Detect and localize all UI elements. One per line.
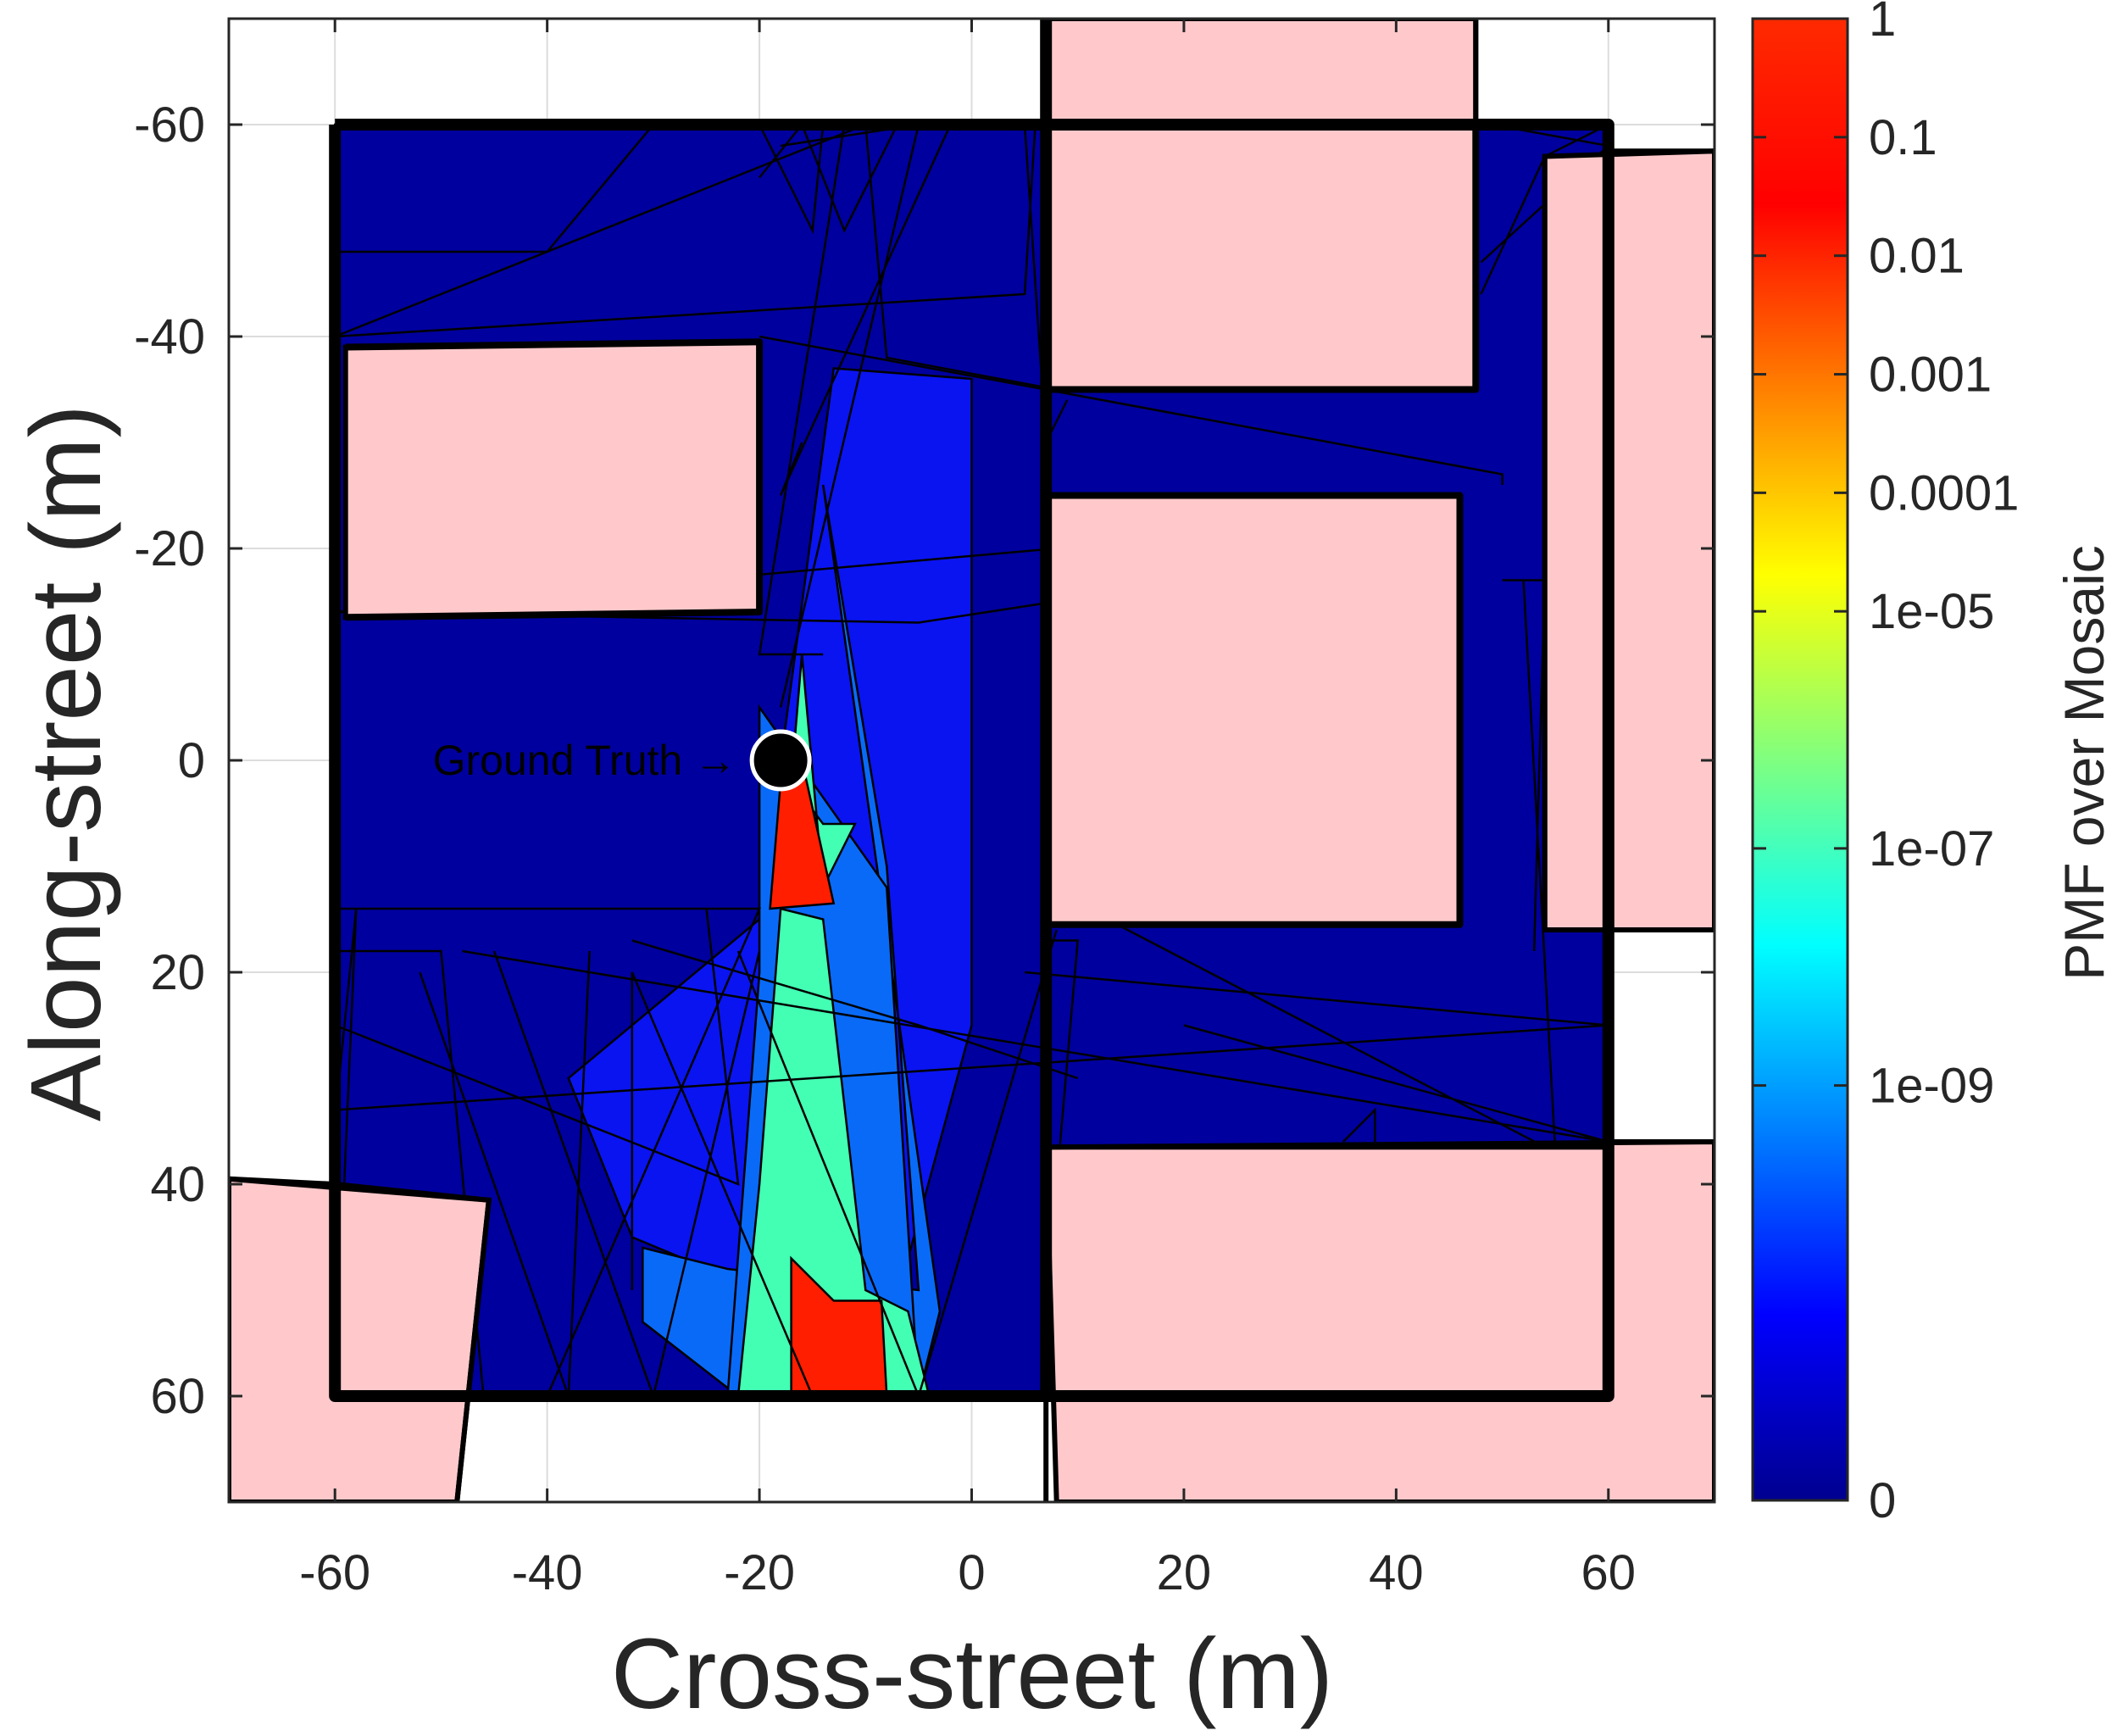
x-tick-label: -60	[299, 1545, 370, 1600]
ground-truth-marker	[749, 729, 812, 792]
colorbar-tick-label: 1e-07	[1869, 821, 1994, 876]
y-tick-label: 60	[150, 1369, 205, 1424]
street-outline	[1046, 492, 1464, 928]
street-outline	[334, 1182, 492, 1502]
colorbar-tick-label: 0	[1869, 1473, 1896, 1528]
mosaic-edge	[631, 939, 1079, 1080]
mosaic-edge	[334, 908, 740, 1186]
street-outlines	[229, 19, 1715, 1502]
building	[1043, 122, 1479, 392]
x-tick-label: 0	[958, 1545, 985, 1600]
colorbar-tick-label: 0.0001	[1869, 465, 2019, 520]
colorbar-tick-label: 1	[1869, 0, 1896, 47]
y-tick-label: 40	[150, 1157, 205, 1212]
y-axis-title: Along-street (m)	[10, 404, 122, 1121]
colorbar-tick-label: 0.001	[1869, 348, 1992, 403]
y-tick-label: 0	[178, 733, 205, 788]
mosaic-edge	[1342, 1107, 1376, 1143]
building	[342, 339, 763, 620]
y-tick-label: 20	[150, 945, 205, 1000]
x-tick-label: -40	[512, 1545, 583, 1600]
colorbar-tick-label: 1e-09	[1869, 1059, 1994, 1114]
colorbar-gradient	[1753, 19, 1848, 1500]
mosaic-edge	[801, 124, 898, 234]
building	[1542, 148, 1715, 932]
street-outline	[1046, 121, 1480, 393]
mosaic-cell	[736, 907, 931, 1398]
mosaic-edge	[758, 124, 846, 656]
mosaic-edge	[335, 124, 1036, 338]
mosaic-edge	[1046, 939, 1080, 1185]
colorbar-title: PMF over Mosaic	[2053, 545, 2115, 980]
mosaic-edge	[759, 335, 1503, 485]
building	[1043, 492, 1463, 927]
x-tick-label: 20	[1157, 1545, 1212, 1600]
colorbar-tick-label: 0.1	[1869, 110, 1937, 165]
x-axis-ticks: -60 -40 -20 0 20 40 60	[299, 19, 1636, 1600]
mosaic-edge	[864, 124, 1057, 391]
colorbar-tick-label: 1e-05	[1869, 584, 1994, 639]
colorbar-frame	[1751, 17, 1849, 1502]
mosaic-edge	[779, 124, 952, 497]
x-tick-label: 40	[1369, 1545, 1424, 1600]
ground-truth-label: Ground Truth →	[433, 737, 737, 784]
building	[229, 1176, 492, 1502]
mosaic-cell	[790, 1255, 888, 1398]
colorbar-tick-label: 0.01	[1869, 229, 1965, 284]
mosaic-edge	[335, 124, 654, 253]
x-tick-label: -20	[724, 1545, 795, 1600]
y-tick-label: -20	[134, 521, 205, 576]
building	[1043, 1138, 1715, 1502]
y-tick-label: -40	[134, 309, 205, 364]
mosaic-edge	[335, 907, 762, 1397]
street-outline	[345, 338, 764, 621]
street-outline	[229, 1176, 336, 1187]
y-tick-label: -60	[134, 97, 205, 153]
mosaic-edge	[758, 124, 825, 235]
buildings-layer	[229, 19, 1715, 1502]
colorbar-ticks: 1 0.1 0.01 0.001 0.0001 1e-05 1e-07 1e-09 0	[1753, 0, 2019, 1528]
building	[1043, 19, 1479, 127]
x-axis-title: Cross-street (m)	[611, 1618, 1333, 1730]
y-axis-ticks: -60 -40 -20 0 20 40 60	[134, 97, 1715, 1424]
x-tick-label: 60	[1581, 1545, 1637, 1600]
mosaic-edge	[631, 971, 814, 1397]
